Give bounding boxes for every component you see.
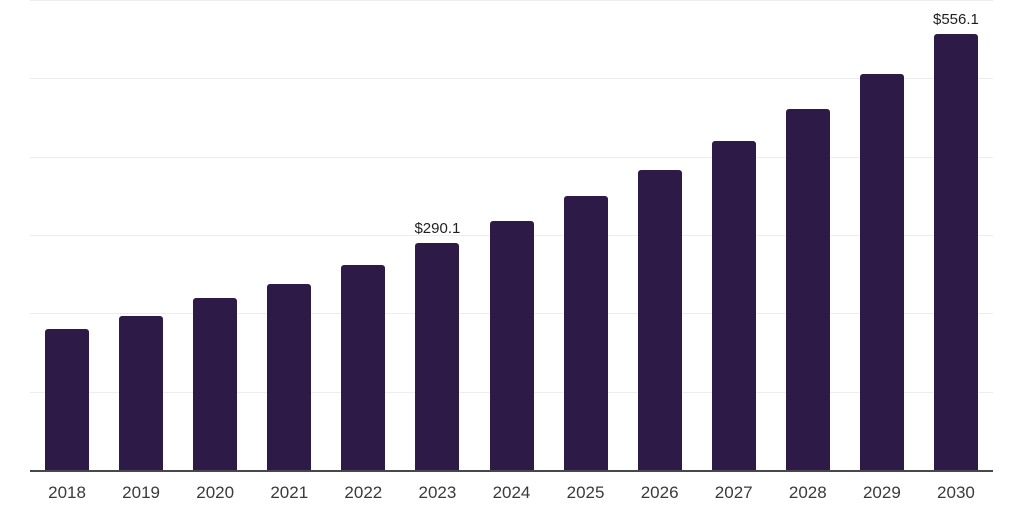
bar-2024[interactable] bbox=[489, 220, 534, 470]
bar-2029[interactable] bbox=[859, 73, 904, 470]
bar-2018[interactable] bbox=[45, 328, 90, 470]
bar-2023[interactable] bbox=[415, 242, 460, 470]
gridline bbox=[30, 0, 993, 1]
x-axis-label: 2023 bbox=[418, 483, 457, 502]
bar-2021[interactable] bbox=[267, 283, 312, 470]
value-label: $290.1 bbox=[414, 219, 461, 237]
bar-2025[interactable] bbox=[563, 196, 608, 470]
bar-2022[interactable] bbox=[341, 265, 386, 470]
x-axis-label: 2026 bbox=[640, 483, 679, 502]
bar-2026[interactable] bbox=[637, 169, 682, 470]
x-axis-label: 2030 bbox=[937, 483, 975, 502]
x-axis-label: 2022 bbox=[344, 483, 383, 502]
bar-2020[interactable] bbox=[193, 297, 238, 470]
x-axis-label: 2019 bbox=[122, 483, 160, 502]
x-axis-label: 2029 bbox=[862, 483, 901, 502]
gridline bbox=[30, 156, 993, 158]
x-axis-label: 2021 bbox=[270, 483, 309, 502]
x-axis-label: 2027 bbox=[714, 483, 753, 502]
x-axis-label: 2028 bbox=[788, 483, 827, 502]
bar-2028[interactable] bbox=[785, 109, 830, 470]
x-axis-label: 2025 bbox=[566, 483, 605, 502]
x-axis: 2018 2019 2020 2021 2022 2023 2024 2025 2026 2027… bbox=[30, 483, 993, 505]
value-label: $556.1 bbox=[933, 11, 979, 29]
gridline bbox=[30, 78, 993, 80]
x-axis-label: 2024 bbox=[492, 483, 531, 502]
bar-2027[interactable] bbox=[711, 140, 756, 470]
bar-2030[interactable] bbox=[933, 34, 978, 470]
x-axis-label: 2018 bbox=[48, 483, 86, 502]
x-axis-label: 2020 bbox=[196, 483, 235, 502]
plot-area: $290.1 $556.1 bbox=[30, 0, 993, 472]
bar-2019[interactable] bbox=[119, 316, 164, 470]
